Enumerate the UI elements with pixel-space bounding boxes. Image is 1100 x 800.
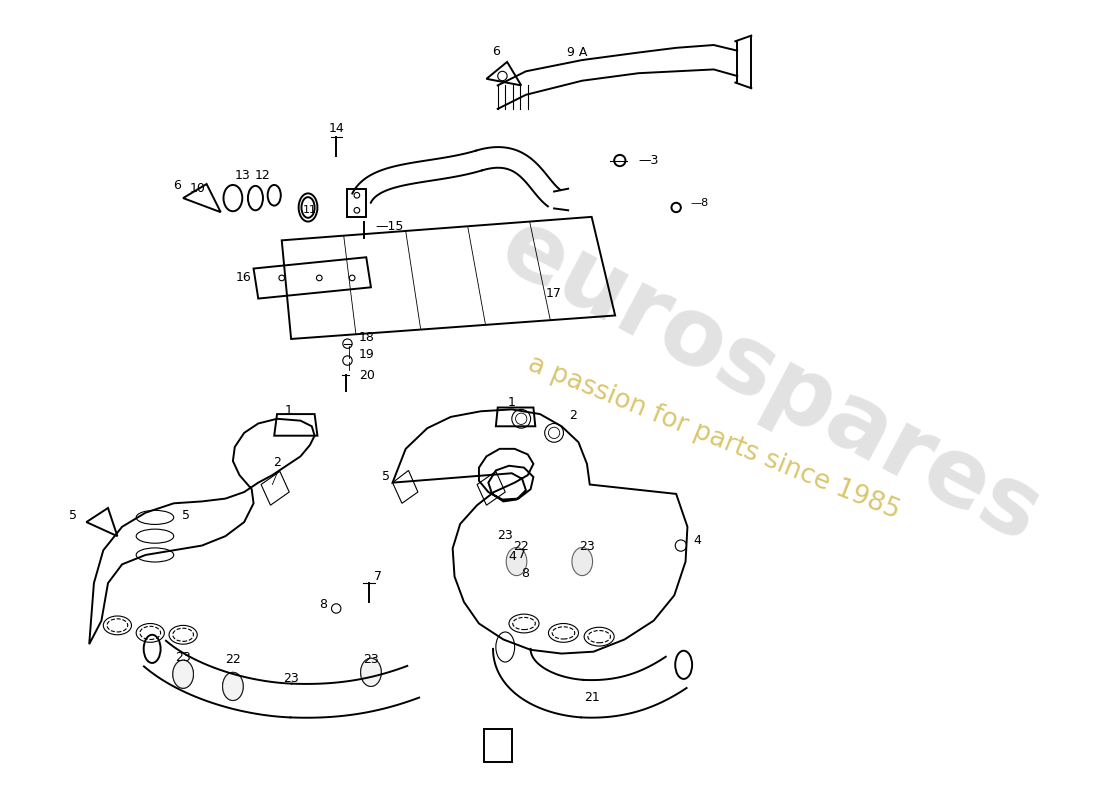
Text: 18: 18 — [359, 331, 375, 344]
Text: 2: 2 — [273, 456, 280, 469]
Text: 22: 22 — [226, 653, 241, 666]
Text: 10: 10 — [189, 182, 206, 194]
Text: 19: 19 — [359, 348, 374, 361]
Ellipse shape — [222, 672, 243, 701]
Text: 6: 6 — [174, 178, 182, 192]
Text: 8: 8 — [521, 566, 529, 579]
Text: 22: 22 — [514, 540, 529, 554]
Text: 23: 23 — [284, 672, 299, 685]
Text: 13: 13 — [234, 170, 250, 182]
Text: 4: 4 — [508, 550, 516, 562]
Text: —3: —3 — [639, 154, 659, 167]
Text: 9 A: 9 A — [568, 46, 587, 59]
Text: eurospares: eurospares — [485, 200, 1055, 562]
Text: 7: 7 — [374, 570, 382, 583]
Text: 5: 5 — [69, 510, 77, 522]
Ellipse shape — [506, 547, 527, 576]
Text: —15: —15 — [375, 220, 404, 233]
Text: 5: 5 — [182, 510, 190, 522]
Text: 23: 23 — [497, 529, 513, 542]
Text: 12: 12 — [255, 170, 271, 182]
Text: 8: 8 — [319, 598, 327, 611]
Text: 7: 7 — [518, 548, 527, 561]
Text: 16: 16 — [235, 271, 252, 285]
Text: 23: 23 — [175, 651, 191, 664]
Text: a passion for parts since 1985: a passion for parts since 1985 — [524, 351, 903, 524]
Text: 2: 2 — [569, 409, 576, 422]
Ellipse shape — [361, 658, 382, 686]
Ellipse shape — [173, 660, 194, 688]
Text: 1: 1 — [285, 404, 293, 417]
Ellipse shape — [572, 547, 593, 576]
Text: 4: 4 — [693, 534, 701, 546]
Text: 6: 6 — [492, 46, 499, 58]
Text: 23: 23 — [363, 653, 378, 666]
Text: 11: 11 — [302, 206, 317, 215]
Text: 5: 5 — [382, 470, 389, 483]
Text: —8: —8 — [691, 198, 708, 208]
Text: 17: 17 — [546, 286, 562, 300]
Text: 14: 14 — [328, 122, 344, 135]
Text: 1: 1 — [508, 396, 516, 409]
Text: 20: 20 — [359, 370, 375, 382]
Text: 21: 21 — [584, 690, 600, 703]
Text: 23: 23 — [579, 540, 595, 554]
